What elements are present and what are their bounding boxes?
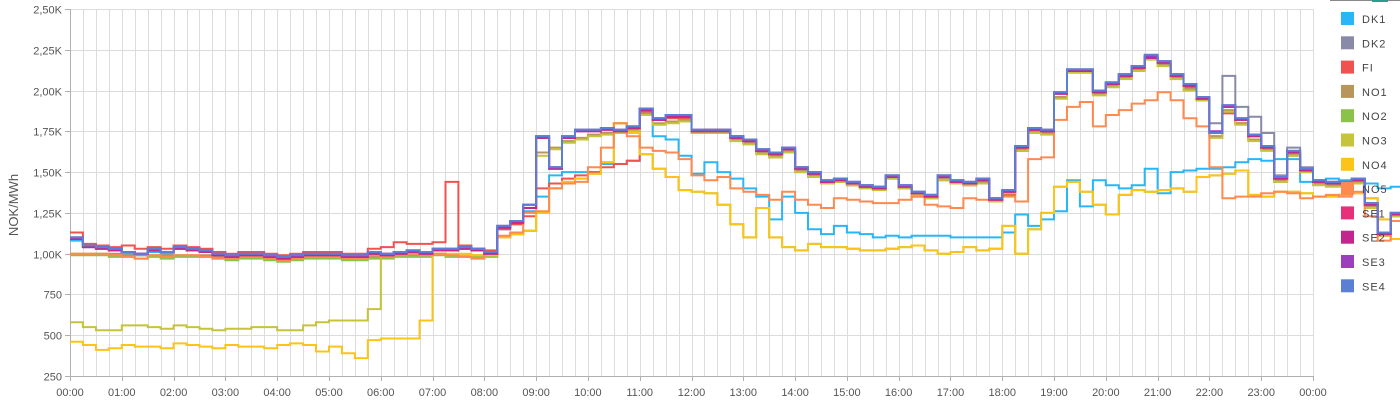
legend-swatch [1341,157,1354,171]
legend-label: DK1 [1362,14,1386,26]
legend-item-no5[interactable]: NO5 [1341,182,1388,196]
legend-label: NO2 [1362,111,1388,123]
legend-swatch [1341,279,1354,293]
y-tick-label: 1,75K [33,127,62,139]
legend-item-no2[interactable]: NO2 [1341,109,1388,123]
legend-label: NO4 [1362,160,1388,172]
legend-item-se1[interactable]: SE1 [1341,206,1386,220]
series-line-no1 [70,56,1400,260]
legend-swatch [1341,133,1354,147]
x-tick-label: 13:00 [730,387,758,399]
series-line-no2 [70,122,1400,263]
x-tick-label: 21:00 [1144,387,1172,399]
legend-item-se2[interactable]: SE2 [1341,230,1386,245]
legend-item-dk2[interactable]: DK2 [1341,36,1386,50]
x-tick-label: 11:00 [626,387,653,399]
y-tick-label: 1,00K [33,250,62,262]
legend-swatch [1341,109,1354,123]
x-tick-label: 18:00 [988,387,1016,399]
legend-label: DK2 [1362,38,1386,50]
x-tick-label: 01:00 [108,387,136,399]
x-tick-label: 12:00 [678,387,706,399]
series-line-no5 [70,91,1400,262]
legend-swatch [1341,230,1354,244]
legend-swatch [1341,12,1354,25]
x-tick-label: 23:00 [1247,387,1275,399]
y-tick-label: 1,50K [33,168,62,180]
series-line-no3 [70,58,1400,332]
x-tick-label: 08:00 [471,387,499,399]
legend-item-no4[interactable]: NO4 [1341,157,1388,172]
legend-label: SE4 [1362,281,1386,293]
y-tick-label: 500 [44,331,62,343]
x-tick-label: 10:00 [574,387,602,399]
chart-series [70,53,1400,360]
y-tick-label: 2,50K [33,5,62,17]
y-tick-label: 1,25K [33,209,62,221]
legend-swatch [1341,182,1354,196]
x-tick-label: 09:00 [522,387,550,399]
legend-item-se4[interactable]: SE4 [1341,279,1386,293]
legend-label: SE3 [1362,257,1386,269]
legend-item-se3[interactable]: SE3 [1341,255,1386,269]
chart-legend: DK1 DK2 FI NO1 NO2 NO3 NO4 NO5 SE1 SE2 SE3 SE4 [1330,0,1400,293]
x-tick-label: 16:00 [885,387,913,399]
series-line-se1 [70,56,1400,260]
x-tick-label: 20:00 [1092,387,1120,399]
series-line-no4 [70,122,1400,360]
legend-swatch [1341,36,1354,50]
legend-item-no1[interactable]: NO1 [1341,84,1388,99]
x-tick-label: 05:00 [315,387,343,399]
x-tick-label: 14:00 [781,387,809,399]
y-axis-label: NOK/MWh [6,174,21,236]
x-tick-label: 04:00 [263,387,291,399]
legend-item-no3[interactable]: NO3 [1341,133,1388,148]
x-tick-label: 00:00 [56,387,84,399]
series-line-se4 [70,53,1400,258]
series-line-se2 [70,56,1400,260]
legend-label: SE2 [1362,233,1386,245]
legend-item-dk1[interactable]: DK1 [1341,12,1386,26]
y-axis: 250 500 750 1,00K 1,25K 1,50K 1,75K 2,00K 2,25K 2… [33,5,71,384]
x-tick-label: 00:00 [1299,387,1327,399]
legend-item-fi[interactable]: FI [1341,60,1374,75]
chart-grid [70,9,1314,377]
y-tick-label: 2,00K [33,87,62,99]
x-tick-label: 15:00 [833,387,861,399]
legend-swatch [1341,206,1354,220]
legend-swatch [1341,84,1354,98]
series-line-fi [70,56,1400,257]
legend-label: NO3 [1362,136,1388,148]
legend-label: FI [1362,63,1374,75]
x-tick-label: 03:00 [212,387,240,399]
legend-label: NO1 [1362,87,1388,99]
series-line-dk2 [70,55,1400,258]
legend-swatch [1341,60,1354,74]
y-tick-label: 250 [44,372,62,384]
series-line-se3 [70,55,1400,258]
x-tick-label: 19:00 [1040,387,1068,399]
x-tick-label: 22:00 [1196,387,1224,399]
x-tick-label: 02:00 [160,387,188,399]
x-tick-label: 06:00 [367,387,395,399]
x-axis: 00:00 01:00 02:00 03:00 04:00 05:00 06:00 07:00… [56,376,1327,399]
legend-label: NO5 [1362,184,1388,196]
x-tick-label: 07:00 [419,387,447,399]
y-tick-label: 2,25K [33,46,62,58]
legend-label: SE1 [1362,208,1386,220]
x-tick-label: 17:00 [937,387,965,399]
y-tick-label: 750 [44,290,62,302]
legend-swatch [1341,255,1354,268]
